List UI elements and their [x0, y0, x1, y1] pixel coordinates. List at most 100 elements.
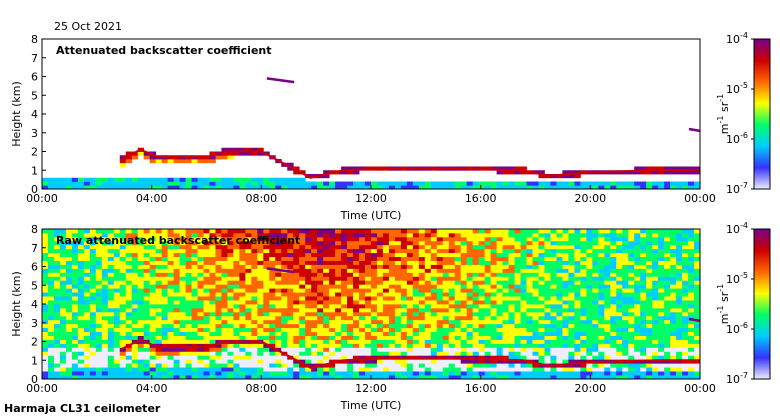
heatmap-cell [592, 347, 599, 352]
heatmap-cell [77, 335, 85, 340]
heatmap-cell [490, 359, 498, 364]
heatmap-cell [53, 307, 61, 313]
heatmap-cell [634, 375, 641, 379]
heatmap-cell [311, 323, 318, 329]
heatmap-cell [580, 252, 587, 258]
heatmap-cell [406, 244, 414, 250]
heatmap-cell [550, 347, 557, 352]
y-tick-label: 0 [31, 183, 38, 196]
heatmap-cell [406, 288, 414, 293]
heatmap-cell [688, 292, 695, 297]
heatmap-cell [676, 284, 683, 289]
heatmap-cell [418, 229, 426, 234]
heatmap-cell [311, 343, 318, 348]
heatmap-cell [191, 375, 198, 379]
heatmap-cell [275, 311, 282, 317]
heatmap-cell [418, 335, 426, 340]
heatmap-cell [203, 315, 210, 321]
heatmap-cell [460, 300, 468, 305]
heatmap-cell [317, 236, 324, 242]
heatmap-cell [293, 296, 300, 301]
heatmap-cell [335, 323, 342, 329]
heatmap-cell [95, 236, 103, 242]
heatmap-cell [508, 280, 515, 285]
heatmap-cell [568, 232, 575, 238]
heatmap-cell [478, 264, 486, 269]
heatmap-cell [365, 375, 372, 379]
heatmap-cell [185, 307, 192, 313]
heatmap-cell [586, 367, 593, 372]
heatmap-cell [125, 375, 133, 379]
heatmap-cell [430, 240, 438, 246]
heatmap-cell [556, 236, 563, 242]
heatmap-cell [478, 343, 486, 348]
heatmap-cell [173, 367, 180, 372]
heatmap-cell [203, 280, 210, 285]
heatmap-cell [347, 185, 354, 189]
heatmap-cell [670, 347, 677, 352]
heatmap-cell [436, 252, 444, 258]
heatmap-cell [562, 170, 569, 175]
heatmap-cell [688, 229, 695, 234]
heatmap-cell [412, 363, 420, 368]
heatmap-cell [341, 288, 348, 293]
heatmap-cell [502, 296, 509, 301]
heatmap-cell [670, 323, 677, 329]
heatmap-cell [442, 319, 450, 325]
heatmap-cell [376, 240, 384, 246]
heatmap-cell [610, 304, 617, 309]
heatmap-cell [472, 339, 480, 344]
heatmap-cell [347, 347, 354, 352]
heatmap-cell [520, 347, 527, 352]
heatmap-cell [406, 240, 414, 246]
heatmap-cell [436, 185, 444, 189]
heatmap-cell [167, 296, 174, 301]
heatmap-cell [610, 268, 617, 273]
heatmap-cell [406, 284, 414, 289]
heatmap-cell [281, 185, 288, 189]
heatmap-cell [526, 331, 533, 336]
heatmap-cell [42, 351, 49, 356]
heatmap-cell [275, 351, 282, 356]
heatmap-cell [329, 371, 336, 376]
heatmap-cell [353, 311, 360, 317]
heatmap-cell [490, 343, 498, 348]
heatmap-cell [365, 272, 372, 277]
heatmap-cell [89, 264, 97, 269]
heatmap-cell [664, 252, 671, 258]
heatmap-cell [376, 371, 384, 376]
x-tick-label: 00:00 [684, 382, 716, 395]
heatmap-cell [149, 355, 157, 360]
heatmap-cell [628, 185, 635, 189]
heatmap-cell [490, 232, 498, 238]
heatmap-cell [562, 244, 569, 250]
heatmap-cell [173, 240, 180, 246]
heatmap-cell [676, 339, 683, 344]
heatmap-cell [221, 264, 228, 269]
heatmap-cell [281, 343, 288, 348]
heatmap-cell [113, 296, 121, 301]
heatmap-cell [155, 355, 163, 360]
heatmap-cell [406, 232, 414, 238]
heatmap-cell [628, 248, 635, 254]
heatmap-cell [622, 371, 629, 376]
heatmap-cell [400, 343, 408, 348]
heatmap-cell [514, 260, 521, 265]
heatmap-cell [251, 264, 258, 269]
heatmap-cell [149, 367, 157, 372]
heatmap-cell [233, 351, 240, 356]
heatmap-cell [424, 229, 432, 234]
heatmap-cell [113, 331, 121, 336]
heatmap-cell [574, 236, 581, 242]
heatmap-cell [502, 292, 509, 297]
heatmap-cell [676, 236, 683, 242]
heatmap-cell [400, 359, 408, 364]
heatmap-cell [394, 315, 402, 321]
heatmap-cell [299, 292, 306, 297]
heatmap-cell [520, 371, 527, 376]
heatmap-cell [436, 229, 444, 234]
heatmap-cell [71, 339, 79, 344]
heatmap-cell [209, 248, 216, 254]
heatmap-cell [71, 367, 79, 372]
heatmap-cell [586, 371, 593, 376]
